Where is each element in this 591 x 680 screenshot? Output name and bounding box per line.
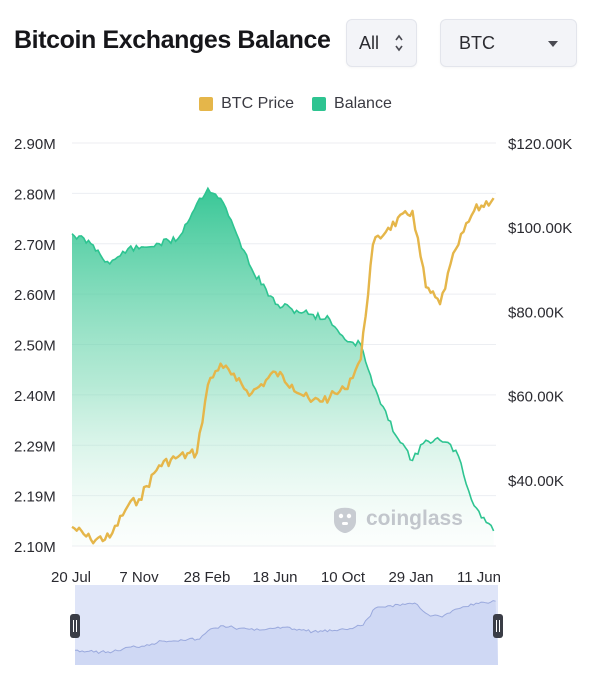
navigator[interactable] xyxy=(70,585,503,665)
x-tick-label: 20 Jul xyxy=(51,569,91,586)
coinglass-logo-icon xyxy=(334,507,356,533)
navigator-line xyxy=(74,600,496,655)
chart-title: Bitcoin Exchanges Balance xyxy=(14,26,331,54)
right-tick-label: $100.00K xyxy=(508,220,572,237)
right-tick-label: $60.00K xyxy=(508,389,564,406)
legend-label-btc-price: BTC Price xyxy=(221,95,295,112)
x-tick-label: 28 Feb xyxy=(184,569,231,586)
left-axis: 2.90M 2.80M 2.70M 2.60M 2.50M 2.40M 2.29M 2.19M… xyxy=(14,136,56,556)
x-tick-label: 11 Jun xyxy=(457,569,501,586)
left-tick-label: 2.29M xyxy=(14,438,56,455)
caret-down-icon xyxy=(548,41,558,47)
left-tick-label: 2.19M xyxy=(14,489,56,506)
chart-legend: BTC Price Balance xyxy=(0,95,591,113)
x-tick-label: 10 Oct xyxy=(321,569,366,586)
left-tick-label: 2.90M xyxy=(14,136,56,153)
balance-area xyxy=(72,188,494,547)
coin-select[interactable]: BTC xyxy=(440,19,577,67)
x-axis: 20 Jul 7 Nov 28 Feb 18 Jun 10 Oct 29 Jan 11 Ju… xyxy=(51,569,501,586)
navigator-handle-right[interactable] xyxy=(493,614,503,638)
left-tick-label: 2.70M xyxy=(14,237,56,254)
left-tick-label: 2.50M xyxy=(14,338,56,355)
legend-item-btc-price[interactable]: BTC Price xyxy=(199,95,294,113)
updown-chevron-icon xyxy=(395,34,403,52)
range-select-value: All xyxy=(359,32,380,53)
right-tick-label: $40.00K xyxy=(508,473,564,490)
legend-label-balance: Balance xyxy=(334,95,392,112)
navigator-area xyxy=(75,600,498,665)
left-tick-label: 2.10M xyxy=(14,539,56,556)
x-tick-label: 29 Jan xyxy=(388,569,433,586)
right-tick-label: $80.00K xyxy=(508,304,564,321)
x-tick-label: 18 Jun xyxy=(252,569,297,586)
balance-area-layer xyxy=(71,186,495,547)
legend-swatch-balance xyxy=(312,97,327,111)
range-select[interactable]: All xyxy=(346,19,417,67)
left-tick-label: 2.40M xyxy=(14,388,56,405)
balance-line xyxy=(71,186,495,532)
left-tick-label: 2.80M xyxy=(14,186,56,203)
coin-select-value: BTC xyxy=(459,32,495,53)
coinglass-watermark: coinglass xyxy=(330,503,463,535)
x-tick-label: 7 Nov xyxy=(119,569,159,586)
navigator-handle-left[interactable] xyxy=(70,614,80,638)
legend-swatch-btc-price xyxy=(199,97,214,111)
right-axis: $120.00K $100.00K $80.00K $60.00K $40.00K xyxy=(508,136,572,490)
btc-price-line xyxy=(71,197,495,545)
right-tick-label: $120.00K xyxy=(508,136,572,153)
legend-item-balance[interactable]: Balance xyxy=(312,95,392,113)
left-tick-label: 2.60M xyxy=(14,287,56,304)
watermark-text: coinglass xyxy=(366,507,463,530)
price-line-layer xyxy=(71,197,495,545)
